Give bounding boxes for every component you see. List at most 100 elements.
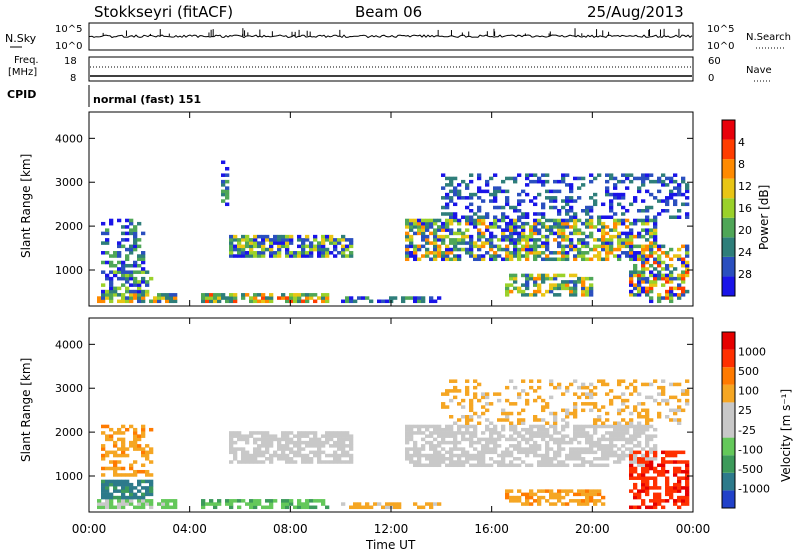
- heatmap-cell: [581, 286, 586, 291]
- heatmap-cell: [321, 244, 326, 249]
- heatmap-cell: [521, 247, 526, 252]
- heatmap-cell: [641, 415, 646, 419]
- heatmap-cell: [429, 241, 434, 245]
- heatmap-cell: [321, 241, 326, 245]
- heatmap-cell: [637, 293, 642, 297]
- heatmap-cell: [441, 405, 446, 409]
- heatmap-cell: [653, 492, 658, 497]
- heatmap-cell: [233, 244, 238, 249]
- heatmap-cell: [493, 257, 498, 262]
- heatmap-cell: [141, 427, 146, 432]
- heatmap-cell: [645, 421, 650, 425]
- heatmap-cell: [253, 505, 258, 510]
- heatmap-cell: [525, 254, 530, 258]
- heatmap-cell: [597, 499, 602, 503]
- heatmap-cell: [581, 408, 586, 413]
- heatmap-cell: [529, 251, 534, 255]
- heatmap-cell: [409, 457, 414, 461]
- heatmap-cell: [145, 457, 150, 461]
- heatmap-cell: [509, 176, 514, 181]
- heatmap-cell: [333, 460, 338, 464]
- heatmap-cell: [325, 505, 330, 510]
- heatmap-cell: [485, 424, 490, 429]
- heatmap-cell: [641, 473, 646, 477]
- heatmap-cell: [301, 453, 306, 458]
- heatmap-cell: [453, 453, 458, 458]
- heatmap-cell: [297, 299, 302, 304]
- date-title: 25/Aug/2013: [587, 3, 684, 21]
- heatmap-cell: [485, 225, 490, 229]
- heatmap-cell: [477, 254, 482, 258]
- heatmap-cell: [649, 486, 654, 490]
- heatmap-cell: [553, 273, 558, 278]
- heatmap-cell: [573, 221, 578, 226]
- cpid-value: normal (fast) 151: [93, 93, 201, 106]
- heatmap-cell: [321, 299, 326, 304]
- heatmap-cell: [577, 450, 582, 455]
- heatmap-cell: [597, 173, 602, 177]
- heatmap-cell: [481, 215, 486, 219]
- heatmap-cell: [509, 402, 514, 406]
- heatmap-cell: [309, 460, 314, 464]
- heatmap-cell: [233, 254, 238, 258]
- heatmap-cell: [141, 257, 146, 262]
- heatmap-cell: [497, 189, 502, 194]
- heatmap-cell: [393, 505, 398, 510]
- heatmap-cell: [545, 247, 550, 252]
- heatmap-cell: [513, 499, 518, 503]
- heatmap-cell: [517, 173, 522, 177]
- heatmap-cell: [425, 427, 430, 432]
- heatmap-cell: [245, 457, 250, 461]
- heatmap-cell: [513, 273, 518, 278]
- heatmap-cell: [269, 437, 274, 442]
- heatmap-cell: [681, 289, 686, 294]
- heatmap-cell: [109, 270, 114, 274]
- heatmap-cell: [493, 186, 498, 190]
- heatmap-cell: [165, 296, 170, 300]
- heatmap-cell: [629, 421, 634, 425]
- heatmap-cell: [413, 221, 418, 226]
- heatmap-cell: [569, 196, 574, 200]
- heatmap-cell: [597, 244, 602, 249]
- heatmap-cell: [473, 411, 478, 416]
- heatmap-cell: [293, 444, 298, 448]
- heatmap-cell: [249, 247, 254, 252]
- heatmap-cell: [141, 453, 146, 458]
- heatmap-cell: [601, 221, 606, 226]
- heatmap-cell: [449, 257, 454, 262]
- heatmap-cell: [573, 411, 578, 416]
- heatmap-cell: [645, 209, 650, 213]
- heatmap-cell: [549, 289, 554, 294]
- heatmap-cell: [337, 238, 342, 242]
- time-axis-label: Time UT: [365, 538, 416, 552]
- heatmap-cell: [105, 293, 110, 297]
- heatmap-cell: [269, 502, 274, 506]
- heatmap-cell: [145, 502, 150, 506]
- heatmap-cell: [333, 241, 338, 245]
- heatmap-cell: [265, 440, 270, 445]
- heatmap-cell: [101, 293, 106, 297]
- heatmap-cell: [521, 421, 526, 425]
- heatmap-cell: [633, 270, 638, 274]
- heatmap-cell: [257, 460, 262, 464]
- heatmap-cell: [653, 231, 658, 236]
- heatmap-cell: [297, 440, 302, 445]
- heatmap-cell: [561, 280, 566, 284]
- heatmap-cell: [285, 431, 290, 435]
- heatmap-cell: [449, 183, 454, 187]
- heatmap-cell: [505, 418, 510, 422]
- heatmap-cell: [681, 408, 686, 413]
- heatmap-cell: [261, 434, 266, 438]
- heatmap-cell: [665, 479, 670, 484]
- heatmap-cell: [245, 293, 250, 297]
- heatmap-cell: [549, 411, 554, 416]
- heatmap-cell: [589, 283, 594, 287]
- heatmap-cell: [341, 431, 346, 435]
- heatmap-cell: [529, 293, 534, 297]
- heatmap-cell: [321, 499, 326, 503]
- heatmap-cell: [317, 244, 322, 249]
- heatmap-cell: [673, 499, 678, 503]
- heatmap-cell: [537, 244, 542, 249]
- heatmap-cell: [449, 453, 454, 458]
- heatmap-cell: [549, 489, 554, 493]
